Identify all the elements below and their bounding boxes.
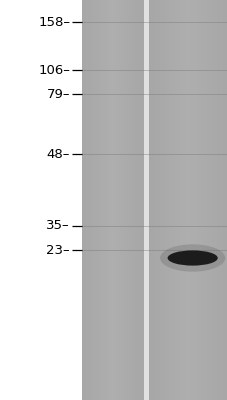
Ellipse shape bbox=[159, 244, 224, 272]
Text: 23–: 23– bbox=[46, 244, 70, 256]
Text: 158–: 158– bbox=[38, 16, 70, 28]
Text: 79–: 79– bbox=[46, 88, 70, 100]
Text: 106–: 106– bbox=[38, 64, 70, 76]
Text: 48–: 48– bbox=[47, 148, 70, 160]
Text: 35–: 35– bbox=[46, 220, 70, 232]
Bar bbox=[143, 0, 149, 400]
Ellipse shape bbox=[167, 250, 217, 266]
